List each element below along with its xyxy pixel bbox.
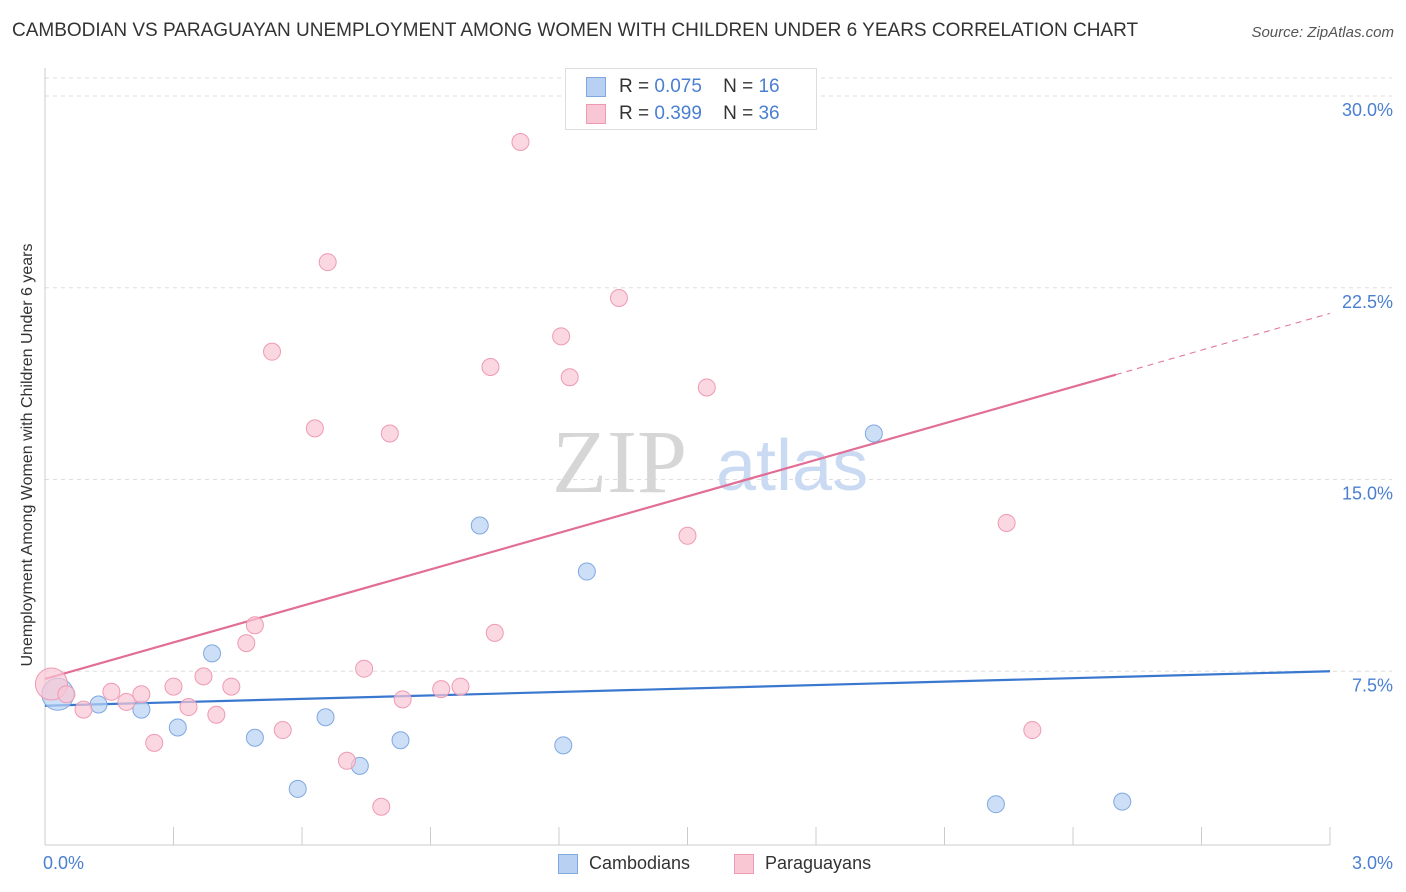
paraguayan-point — [264, 343, 281, 360]
y-tick-label: 30.0% — [1342, 100, 1393, 120]
cambodian-point — [90, 696, 107, 713]
paraguayans-legend-label: Paraguayans — [765, 853, 871, 874]
paraguayans-n-value: 36 — [758, 103, 779, 124]
paraguayan-point — [512, 134, 529, 151]
paraguayan-point — [338, 752, 355, 769]
stats-legend: R = 0.075 N = 16 R = 0.399 N = 36 — [565, 68, 817, 130]
paraguayan-point — [356, 660, 373, 677]
cambodians-n-label: N = — [723, 76, 753, 97]
cambodian-point — [289, 780, 306, 797]
cambodian-point — [555, 737, 572, 754]
paraguayan-point — [306, 420, 323, 437]
paraguayans-n-label: N = — [723, 103, 753, 124]
paraguayan-point — [238, 635, 255, 652]
cambodian-point — [204, 645, 221, 662]
paraguayan-point — [610, 289, 627, 306]
cambodian-point — [133, 701, 150, 718]
cambodians-legend-swatch — [558, 854, 578, 874]
cambodians-legend-label: Cambodians — [589, 853, 690, 874]
cambodian-point — [246, 729, 263, 746]
cambodian-point — [578, 563, 595, 580]
cambodian-point — [865, 425, 882, 442]
cambodians-n-value: 16 — [758, 76, 779, 97]
paraguayan-point — [75, 701, 92, 718]
paraguayan-point — [195, 668, 212, 685]
cambodian-point — [471, 517, 488, 534]
paraguayan-point — [118, 693, 135, 710]
paraguayan-point — [103, 683, 120, 700]
paraguayan-point — [679, 527, 696, 544]
x-tick-label-min: 0.0% — [43, 853, 84, 873]
paraguayan-point — [223, 678, 240, 695]
cambodians-r-label: R = — [619, 76, 649, 97]
cambodian-point — [987, 796, 1004, 813]
paraguayan-point — [1024, 722, 1041, 739]
paraguayan-point — [180, 699, 197, 716]
y-tick-label: 15.0% — [1342, 484, 1393, 504]
chart-plot: ZIP atlas 7.5%15.0%22.5%30.0%0.0%3.0% — [0, 0, 1406, 892]
cambodian-point — [1114, 793, 1131, 810]
paraguayan-point — [246, 617, 263, 634]
paraguayan-point — [165, 678, 182, 695]
cambodian-point — [392, 732, 409, 749]
paraguayan-point — [433, 681, 450, 698]
paraguayan-point — [486, 624, 503, 641]
paraguayan-point — [208, 706, 225, 723]
paraguayan-point — [274, 722, 291, 739]
paraguayan-point — [146, 734, 163, 751]
paraguayan-point — [482, 359, 499, 376]
cambodians-r-value: 0.075 — [654, 76, 702, 97]
paraguayans-swatch — [586, 104, 606, 124]
paraguayan-point — [698, 379, 715, 396]
paraguayan-point — [373, 798, 390, 815]
paraguayan-point — [561, 369, 578, 386]
watermark-zip: ZIP — [552, 413, 687, 512]
cambodian-point — [169, 719, 186, 736]
paraguayan-point — [133, 686, 150, 703]
paraguayans-legend-swatch — [734, 854, 754, 874]
paraguayan-point — [452, 678, 469, 695]
y-tick-label: 22.5% — [1342, 292, 1393, 312]
paraguayan-point — [58, 686, 75, 703]
paraguayan-point — [553, 328, 570, 345]
y-tick-label: 7.5% — [1352, 675, 1393, 695]
paraguayan-point — [381, 425, 398, 442]
paraguayan-point — [998, 514, 1015, 531]
paraguayans-r-value: 0.399 — [654, 103, 702, 124]
cambodian-point — [317, 709, 334, 726]
paraguayan-point — [319, 254, 336, 271]
paraguayans-trend-extension — [1116, 313, 1330, 374]
x-tick-label-max: 3.0% — [1352, 853, 1393, 873]
paraguayan-point — [394, 691, 411, 708]
y-axis-label: Unemployment Among Women with Children U… — [19, 243, 37, 666]
paraguayans-r-label: R = — [619, 103, 649, 124]
cambodians-swatch — [586, 77, 606, 97]
